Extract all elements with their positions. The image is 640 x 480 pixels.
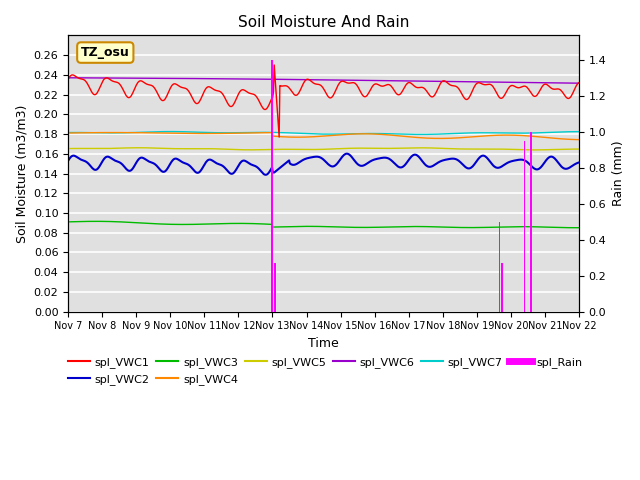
Bar xyxy=(275,263,276,312)
X-axis label: Time: Time xyxy=(308,337,339,350)
Bar xyxy=(524,141,525,312)
Bar xyxy=(271,60,272,312)
Bar xyxy=(501,263,502,312)
Title: Soil Moisture And Rain: Soil Moisture And Rain xyxy=(238,15,409,30)
Bar xyxy=(499,222,500,312)
Bar xyxy=(271,60,273,312)
Bar xyxy=(531,132,532,312)
Y-axis label: Soil Moisture (m3/m3): Soil Moisture (m3/m3) xyxy=(15,104,28,243)
Bar xyxy=(530,132,531,312)
Bar xyxy=(529,132,531,312)
Text: TZ_osu: TZ_osu xyxy=(81,46,130,59)
Legend: spl_VWC1, spl_VWC2, spl_VWC3, spl_VWC4, spl_VWC5, spl_VWC6, spl_VWC7, spl_Rain: spl_VWC1, spl_VWC2, spl_VWC3, spl_VWC4, … xyxy=(63,353,587,389)
Y-axis label: Rain (mm): Rain (mm) xyxy=(612,141,625,206)
